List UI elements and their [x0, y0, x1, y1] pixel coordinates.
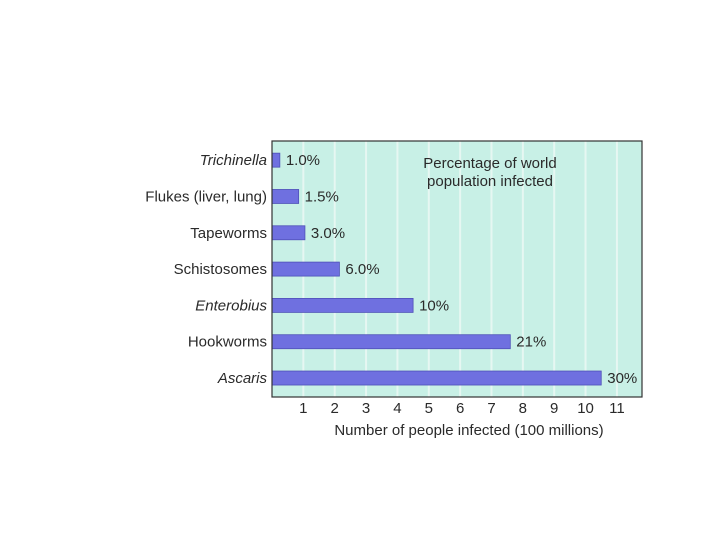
annotation-line-2: population infected	[427, 173, 553, 190]
bar	[271, 334, 511, 350]
x-axis-title: Number of people infected (100 millions)	[334, 422, 603, 439]
value-label: 21%	[516, 334, 546, 351]
category-label: Flukes (liver, lung)	[145, 188, 267, 205]
category-label: Ascaris	[217, 370, 268, 387]
bar	[271, 152, 281, 168]
category-label: Enterobius	[195, 297, 267, 314]
bar	[271, 298, 414, 313]
category-label: Trichinella	[200, 152, 267, 169]
annotation-line-1: Percentage of world	[423, 155, 556, 172]
x-tick-label: 5	[425, 400, 433, 417]
x-tick-label: 10	[577, 400, 594, 417]
x-tick-label: 6	[456, 400, 464, 417]
bars	[271, 152, 602, 386]
x-tick-label: 3	[362, 400, 370, 417]
x-tick-label: 11	[609, 400, 625, 417]
x-tick-label: 4	[393, 400, 401, 417]
value-label: 6.0%	[345, 261, 379, 278]
plot-frame	[271, 140, 643, 398]
category-label: Hookworms	[188, 334, 267, 351]
category-labels: Trichinella Flukes (liver, lung) Tapeworms…	[145, 152, 267, 387]
category-label: Tapeworms	[190, 225, 267, 242]
x-tick-label: 2	[331, 400, 339, 417]
value-label: 30%	[607, 370, 637, 387]
x-tick-label: 7	[487, 400, 495, 417]
x-tick-label: 1	[299, 400, 307, 417]
value-label: 1.0%	[286, 152, 320, 169]
x-tick-label: 9	[550, 400, 558, 417]
value-label: 3.0%	[311, 225, 345, 242]
value-label: 1.5%	[305, 188, 339, 205]
bar	[271, 225, 306, 241]
bar	[271, 189, 300, 204]
x-tick-labels: 1 2 3 4 5 6 7 8 9 10 11	[299, 400, 625, 417]
category-label: Schistosomes	[174, 261, 267, 278]
bar	[271, 261, 340, 277]
value-label: 10%	[419, 297, 449, 314]
x-tick-label: 8	[519, 400, 527, 417]
bar	[271, 370, 602, 386]
value-labels: 1.0% 1.5% 3.0% 6.0% 10% 21% 30%	[286, 152, 637, 387]
